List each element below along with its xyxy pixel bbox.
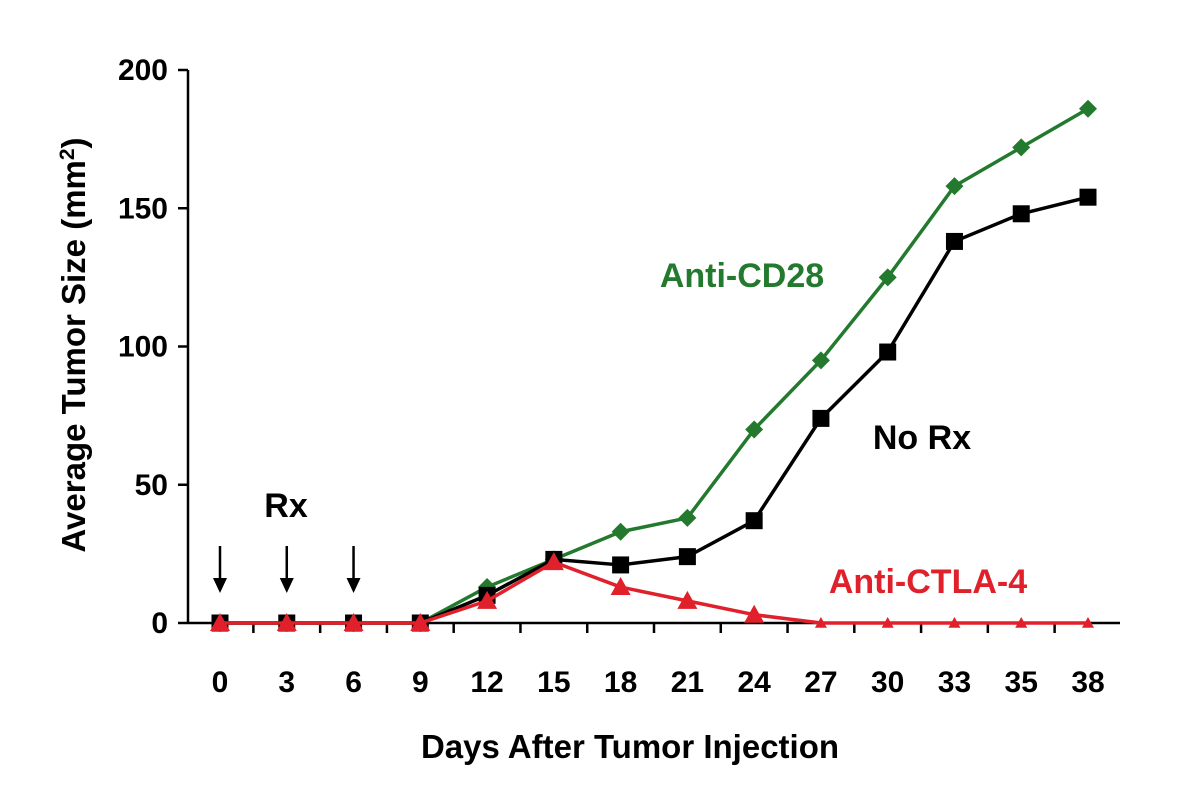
data-point-anti-ctla-4 xyxy=(610,577,631,596)
series-label-anti-ctla-4: Anti-CTLA-4 xyxy=(829,563,1027,601)
data-point-anti-ctla-4 xyxy=(1082,617,1094,628)
y-axis-title-close: ) xyxy=(55,137,92,148)
data-point-anti-ctla-4 xyxy=(477,590,498,609)
x-tick-label: 0 xyxy=(212,666,229,699)
x-tick-label: 35 xyxy=(1005,666,1038,699)
data-point-anti-ctla-4 xyxy=(543,552,564,571)
y-tick-label: 200 xyxy=(118,54,168,87)
data-point-no-rx xyxy=(812,409,830,427)
x-tick-label: 12 xyxy=(470,666,503,699)
x-axis-title: Days After Tumor Injection xyxy=(421,728,839,765)
data-point-anti-cd28 xyxy=(811,351,830,370)
rx-arrow-head xyxy=(279,578,294,593)
x-tick-label: 18 xyxy=(604,666,637,699)
data-point-anti-ctla-4 xyxy=(677,590,698,609)
data-point-no-rx xyxy=(612,556,630,574)
x-tick-label: 30 xyxy=(871,666,904,699)
series-label-anti-cd28: Anti-CD28 xyxy=(660,257,824,295)
data-point-anti-ctla-4 xyxy=(410,613,431,631)
data-point-no-rx xyxy=(879,343,897,361)
x-tick-label: 27 xyxy=(804,666,837,699)
x-tick-label: 6 xyxy=(345,666,362,699)
data-point-anti-ctla-4 xyxy=(210,613,230,631)
x-tick-label: 33 xyxy=(938,666,971,699)
data-point-anti-ctla-4 xyxy=(948,617,961,628)
data-point-anti-cd28 xyxy=(1079,99,1097,118)
y-tick-label: 100 xyxy=(118,331,168,364)
y-tick-label: 50 xyxy=(135,469,168,502)
rx-arrow-head xyxy=(346,578,361,593)
x-tick-label: 38 xyxy=(1071,666,1104,699)
x-tick-label: 15 xyxy=(537,666,570,699)
x-axis-ticks: 0 3 6 9 12 15 18 21 24 27 30 33 35 38 xyxy=(212,623,1105,699)
series-line-no-rx xyxy=(220,195,1089,625)
x-tick-label: 9 xyxy=(412,666,429,699)
data-point-anti-ctla-4 xyxy=(276,613,297,631)
data-point-anti-cd28 xyxy=(745,420,764,439)
rx-annotation-label: Rx xyxy=(264,487,308,525)
data-point-anti-cd28 xyxy=(678,508,697,527)
data-point-anti-ctla-4 xyxy=(744,604,765,623)
y-axis-title-main: Average Tumor Size (mm xyxy=(55,160,92,552)
data-point-anti-ctla-4 xyxy=(881,617,894,628)
data-point-anti-ctla-4 xyxy=(343,613,364,631)
series-line-anti-ctla-4 xyxy=(220,560,1088,625)
x-tick-label: 3 xyxy=(278,666,295,699)
x-tick-label: 21 xyxy=(671,666,704,699)
data-point-anti-ctla-4 xyxy=(1015,617,1028,628)
data-point-anti-ctla-4 xyxy=(814,617,827,628)
rx-arrow-head xyxy=(213,578,227,593)
x-tick-label: 24 xyxy=(737,666,771,699)
data-point-anti-cd28 xyxy=(945,177,964,196)
data-point-anti-cd28 xyxy=(1012,138,1031,157)
series-label-no-rx: No Rx xyxy=(873,419,971,457)
data-point-anti-cd28 xyxy=(611,522,630,541)
series-layer xyxy=(210,99,1097,632)
y-axis-ticks: 0 50 100 150 200 xyxy=(118,54,188,640)
rx-arrows xyxy=(213,546,361,593)
y-tick-label: 0 xyxy=(151,607,168,640)
y-tick-label: 150 xyxy=(118,192,168,225)
data-point-no-rx xyxy=(1012,205,1030,223)
data-point-no-rx xyxy=(945,232,963,250)
data-point-no-rx xyxy=(678,548,696,566)
y-axis-title-superscript: 2 xyxy=(56,148,79,160)
data-point-no-rx xyxy=(1079,188,1097,206)
data-point-anti-cd28 xyxy=(878,268,897,287)
y-axis-title: Average Tumor Size (mm2) xyxy=(55,137,92,552)
data-point-no-rx xyxy=(745,512,763,530)
